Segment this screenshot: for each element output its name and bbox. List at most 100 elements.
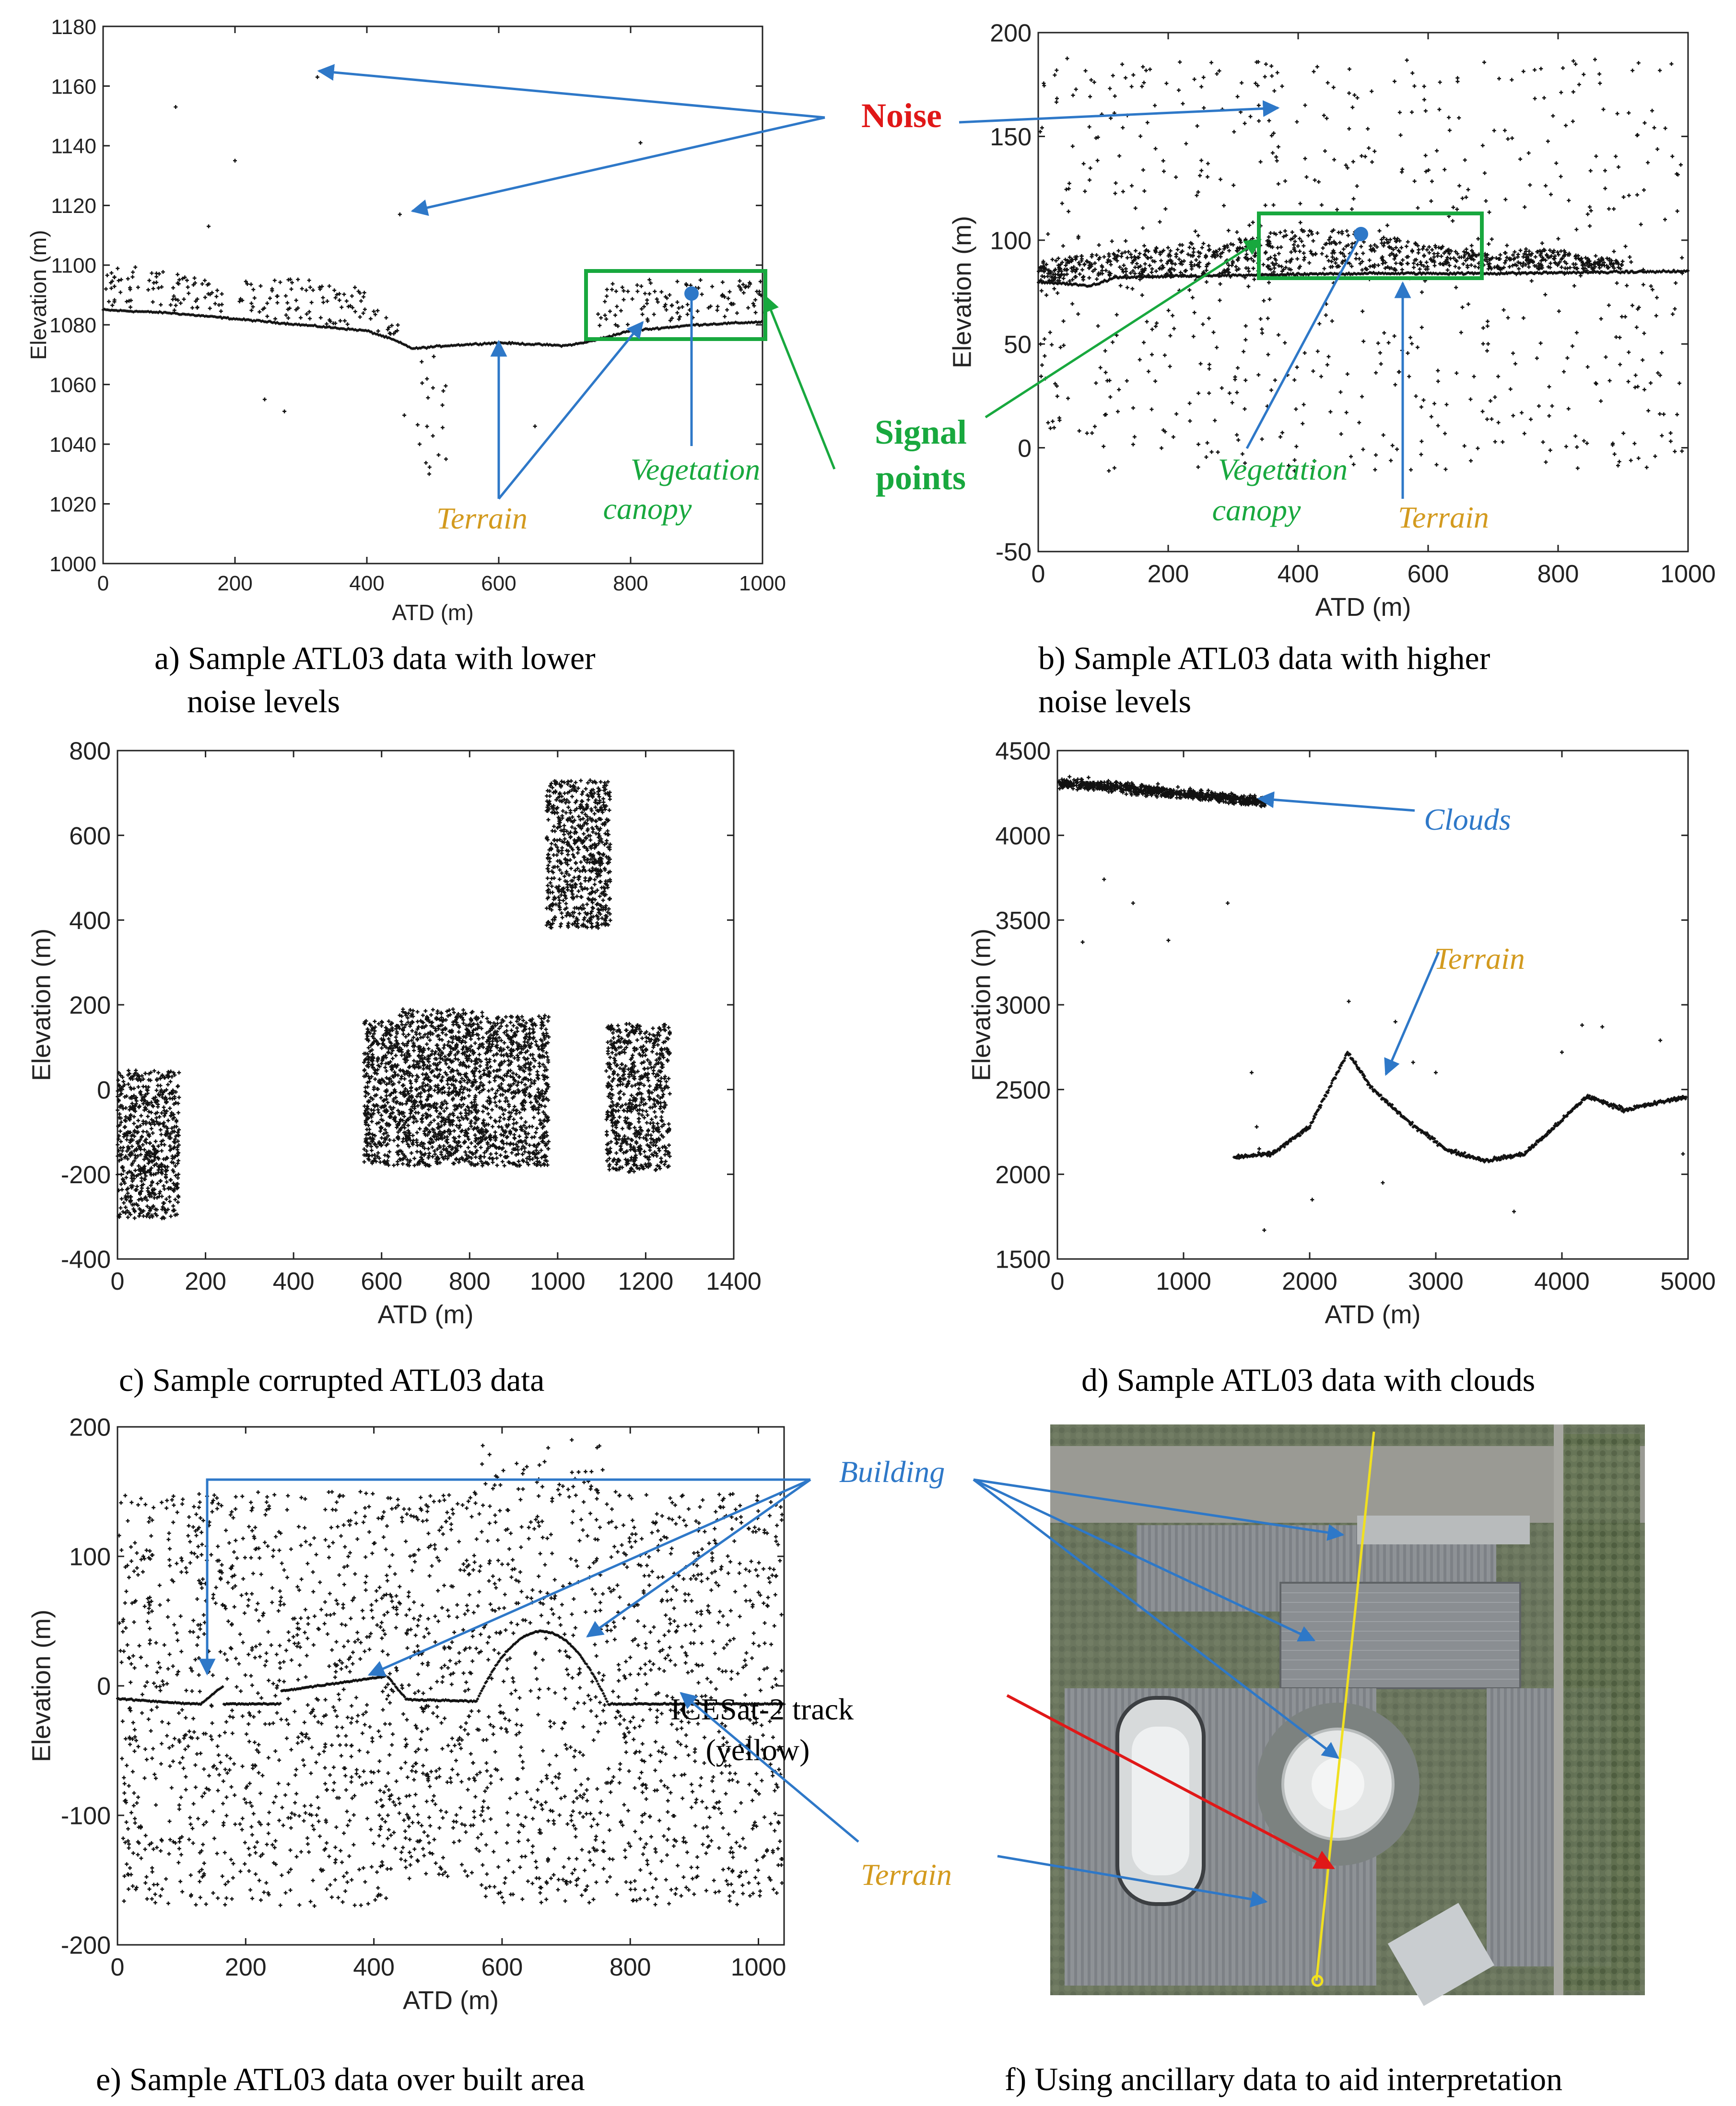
x-tick-label-e-1: 200 bbox=[225, 1953, 267, 1981]
terrain-points-d bbox=[1232, 1050, 1688, 1164]
y-tick-label-a-5: 1100 bbox=[51, 254, 96, 278]
x-tick-label-a-4: 800 bbox=[613, 572, 648, 595]
y-tick-label-d-3: 3000 bbox=[995, 992, 1051, 1020]
x-tick-label-c-1: 200 bbox=[185, 1268, 226, 1295]
y-axis-label-d: Elevation (m) bbox=[967, 929, 996, 1081]
x-tick-label-d-2: 2000 bbox=[1282, 1268, 1337, 1295]
plot-frame-e bbox=[117, 1426, 785, 1946]
x-tick-label-a-3: 600 bbox=[481, 572, 516, 595]
track-label-2: (yellow) bbox=[706, 1733, 810, 1767]
x-tick-label-e-0: 0 bbox=[111, 1953, 125, 1981]
surface-points-e bbox=[116, 1629, 786, 1706]
terrain-label-e: Terrain bbox=[861, 1858, 952, 1892]
x-tick-label-d-3: 3000 bbox=[1408, 1268, 1464, 1295]
captions: a) Sample ATL03 data with lower noise le… bbox=[96, 640, 1562, 2097]
signal-label-1: Signal bbox=[875, 413, 967, 451]
x-tick-label-e-4: 800 bbox=[610, 1953, 651, 1981]
x-tick-label-b-1: 200 bbox=[1148, 560, 1189, 588]
canopy-points-b bbox=[1037, 228, 1625, 283]
plot-frame-c bbox=[117, 750, 735, 1260]
x-axis-label-c: ATD (m) bbox=[378, 1300, 474, 1329]
noise-points-b bbox=[1038, 56, 1684, 473]
y-tick-label-b-3: 100 bbox=[990, 227, 1032, 255]
x-axis-label-e: ATD (m) bbox=[403, 1986, 499, 2015]
y-tick-label-b-5: 200 bbox=[990, 20, 1032, 47]
x-axis-label-b: ATD (m) bbox=[1315, 593, 1411, 622]
x-tick-label-e-2: 400 bbox=[353, 1953, 395, 1981]
y-tick-label-c-2: 0 bbox=[97, 1076, 111, 1104]
x-tick-label-a-2: 400 bbox=[349, 572, 384, 595]
y-tick-label-a-7: 1140 bbox=[51, 135, 96, 158]
x-tick-label-b-3: 600 bbox=[1408, 560, 1449, 588]
vegetation-label-a-2: canopy bbox=[603, 492, 692, 526]
caption-a-2: noise levels bbox=[187, 683, 340, 719]
x-tick-label-a-0: 0 bbox=[97, 572, 109, 595]
terrain-label-d: Terrain bbox=[1434, 941, 1525, 976]
annotations-d: Clouds Terrain bbox=[1257, 791, 1525, 1076]
x-tick-label-c-0: 0 bbox=[111, 1268, 125, 1295]
caption-b-1: b) Sample ATL03 data with higher bbox=[1038, 640, 1490, 676]
y-tick-label-a-8: 1160 bbox=[51, 75, 96, 98]
y-tick-label-c-5: 600 bbox=[69, 822, 111, 850]
aerial-image bbox=[1050, 1424, 1645, 2006]
caption-d: d) Sample ATL03 data with clouds bbox=[1081, 1362, 1535, 1398]
icesat-track-line bbox=[1315, 1431, 1375, 1981]
y-axis-label-c: Elevation (m) bbox=[27, 929, 56, 1081]
annotations-b: Signal points Vegetation canopy Terrain bbox=[875, 212, 1489, 534]
noise-label: Noise bbox=[861, 96, 942, 135]
track-end-marker bbox=[1311, 1975, 1324, 1987]
y-tick-label-d-5: 4000 bbox=[995, 822, 1051, 850]
chart-a: 0 200 400 600 800 1000 1000 1020 1040 1060 1080 110… bbox=[26, 15, 786, 625]
vegetation-label-a-1: Vegetation bbox=[631, 452, 760, 486]
y-tick-label-b-2: 50 bbox=[1004, 331, 1032, 359]
terrain-points-a bbox=[102, 307, 763, 350]
plot-frame-b bbox=[1037, 32, 1689, 553]
y-tick-label-d-1: 2000 bbox=[995, 1161, 1051, 1189]
y-tick-label-d-0: 1500 bbox=[995, 1246, 1051, 1274]
track-label-1: ICESat-2 track bbox=[670, 1692, 854, 1726]
y-tick-label-e-0: -200 bbox=[61, 1932, 111, 1960]
y-tick-label-d-6: 4500 bbox=[995, 738, 1051, 765]
clouds-label: Clouds bbox=[1424, 802, 1511, 836]
vegetation-label-b-1: Vegetation bbox=[1218, 452, 1348, 486]
x-tick-label-b-0: 0 bbox=[1032, 560, 1045, 588]
x-axis-label-d: ATD (m) bbox=[1325, 1300, 1421, 1329]
terrain-label-b: Terrain bbox=[1398, 500, 1489, 534]
x-tick-label-c-3: 600 bbox=[361, 1268, 402, 1295]
x-tick-label-d-5: 5000 bbox=[1660, 1268, 1716, 1295]
canopy-points-a bbox=[104, 265, 763, 336]
x-tick-label-c-2: 400 bbox=[273, 1268, 315, 1295]
x-tick-label-b-4: 800 bbox=[1537, 560, 1579, 588]
terrain-label-a: Terrain bbox=[436, 501, 528, 535]
x-tick-label-e-5: 1000 bbox=[731, 1953, 786, 1981]
points-c-block1 bbox=[116, 1068, 181, 1221]
y-tick-label-a-9: 1180 bbox=[51, 15, 96, 39]
points-c-block4 bbox=[604, 1022, 672, 1174]
x-tick-label-b-2: 400 bbox=[1278, 560, 1319, 588]
chart-c: 0 200 400 600 800 1000 1200 1400 -400 -200 0 200 400… bbox=[27, 738, 762, 1329]
noise-points-e bbox=[117, 1438, 785, 1908]
y-tick-label-c-3: 200 bbox=[69, 992, 111, 1020]
x-tick-label-d-0: 0 bbox=[1051, 1268, 1065, 1295]
x-tick-label-d-1: 1000 bbox=[1156, 1268, 1211, 1295]
caption-a-1: a) Sample ATL03 data with lower bbox=[154, 640, 596, 676]
chart-e: 0 200 400 600 800 1000 -200 -100 0 100 200 ATD (m) E… bbox=[27, 1414, 786, 2015]
caption-e: e) Sample ATL03 data over built area bbox=[96, 2061, 585, 2097]
y-tick-label-c-1: -200 bbox=[61, 1161, 111, 1189]
noise-points-d bbox=[1080, 877, 1685, 1232]
y-axis-label-a: Elevation (m) bbox=[26, 230, 51, 360]
x-tick-label-e-3: 600 bbox=[481, 1953, 523, 1981]
x-tick-label-d-4: 4000 bbox=[1534, 1268, 1590, 1295]
y-tick-label-b-0: -50 bbox=[996, 539, 1032, 566]
y-tick-label-e-2: 0 bbox=[97, 1673, 111, 1701]
y-tick-label-a-0: 1000 bbox=[49, 553, 96, 576]
y-tick-label-b-1: 0 bbox=[1018, 435, 1032, 462]
points-c-block2 bbox=[362, 1007, 551, 1168]
y-tick-label-a-6: 1120 bbox=[51, 194, 96, 218]
y-tick-label-d-2: 2500 bbox=[995, 1076, 1051, 1104]
annotations-a: Noise Terrain Vegetation canopy bbox=[317, 64, 1280, 535]
chart-d: 0 1000 2000 3000 4000 5000 1500 2000 2500 3000 350… bbox=[967, 738, 1716, 1329]
x-tick-label-b-5: 1000 bbox=[1660, 560, 1716, 588]
